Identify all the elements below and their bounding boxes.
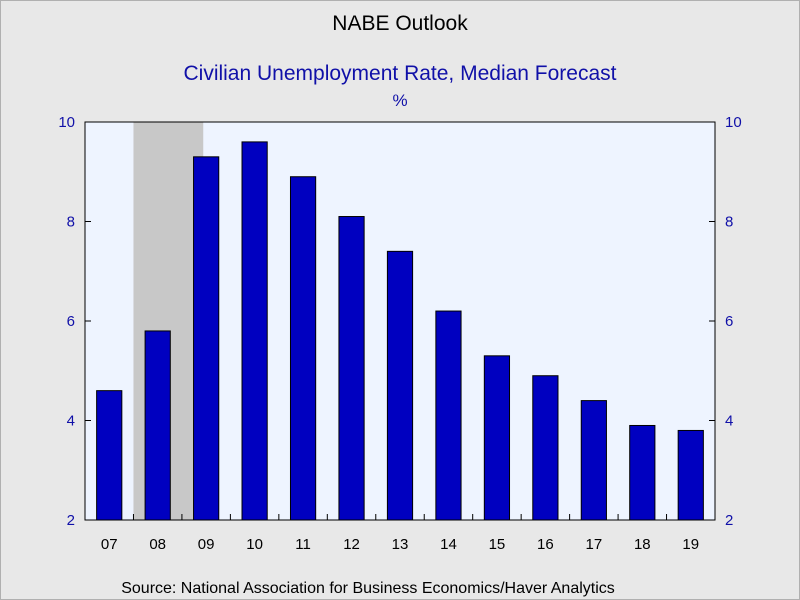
axes-group: 2 2 4 4 6 6 8 8 10 10 07 08 09 10 11 12 13 14 15 16 17 18 19 bbox=[58, 114, 741, 553]
x-tick-label-17: 17 bbox=[586, 536, 603, 553]
y-tick-label-left-10: 10 bbox=[58, 114, 75, 131]
bar-12 bbox=[338, 216, 365, 521]
bars-group bbox=[96, 141, 704, 521]
x-tick-label-15: 15 bbox=[489, 536, 506, 553]
y-tick-label-right-6: 6 bbox=[725, 313, 733, 330]
x-tick-label-10: 10 bbox=[246, 536, 263, 553]
unit-label: % bbox=[392, 91, 407, 110]
x-tick-label-14: 14 bbox=[440, 536, 457, 553]
x-tick-label-09: 09 bbox=[198, 536, 215, 553]
bar-14 bbox=[435, 310, 462, 521]
bar-09 bbox=[193, 156, 220, 521]
y-tick-label-right-4: 4 bbox=[725, 413, 733, 430]
x-tick-label-07: 07 bbox=[101, 536, 118, 553]
bar-19 bbox=[677, 429, 704, 521]
bar-07 bbox=[96, 390, 123, 521]
bar-11 bbox=[289, 176, 317, 521]
chart-subtitle: Civilian Unemployment Rate, Median Forec… bbox=[183, 62, 616, 85]
y-tick-label-right-2: 2 bbox=[725, 512, 733, 529]
bar-08 bbox=[144, 330, 171, 521]
chart-title: NABE Outlook bbox=[332, 12, 468, 35]
bar-17 bbox=[580, 400, 607, 521]
y-tick-label-right-8: 8 bbox=[725, 214, 733, 231]
y-tick-label-right-10: 10 bbox=[725, 114, 742, 131]
x-tick-label-08: 08 bbox=[149, 536, 166, 553]
x-tick-label-19: 19 bbox=[682, 536, 699, 553]
x-tick-label-16: 16 bbox=[537, 536, 554, 553]
x-tick-label-12: 12 bbox=[343, 536, 360, 553]
bar-18 bbox=[629, 424, 656, 521]
source-note: Source: National Association for Busines… bbox=[121, 580, 615, 597]
x-tick-label-18: 18 bbox=[634, 536, 651, 553]
y-tick-label-left-4: 4 bbox=[67, 413, 75, 430]
y-tick-label-left-8: 8 bbox=[67, 214, 75, 231]
x-tick-label-13: 13 bbox=[392, 536, 409, 553]
bar-16 bbox=[532, 375, 559, 521]
x-tick-label-11: 11 bbox=[295, 536, 311, 553]
y-tick-label-left-2: 2 bbox=[67, 512, 75, 529]
bar-10 bbox=[241, 141, 268, 521]
bar-13 bbox=[386, 250, 414, 521]
y-tick-label-left-6: 6 bbox=[67, 313, 75, 330]
bar-15 bbox=[483, 355, 511, 521]
